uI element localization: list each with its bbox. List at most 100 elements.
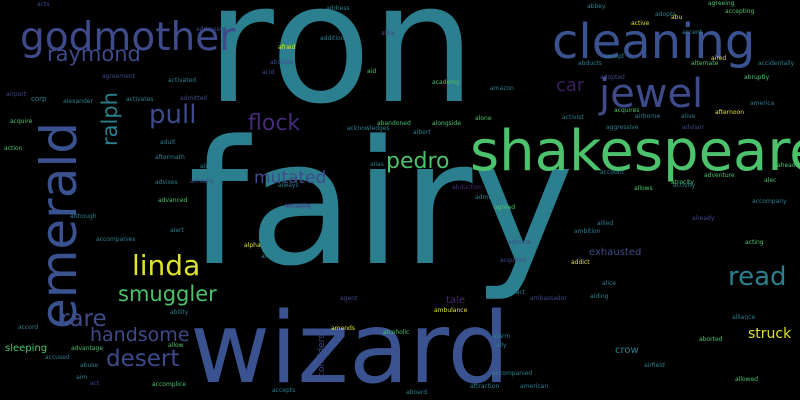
word-allied: allied (597, 220, 614, 227)
word-attract: attract (505, 289, 526, 296)
word-acting: acting (745, 239, 764, 246)
word-agent: agent (340, 295, 358, 302)
word-abruptly: abruptly (744, 74, 770, 81)
word-ron: ron (206, 0, 476, 140)
word-actually: actually (190, 178, 214, 185)
word-accidentally: accidentally (758, 60, 795, 67)
word-aftermath: aftermath (155, 154, 185, 161)
word-abbey: abbey (587, 3, 606, 10)
word-acid: acid (262, 69, 275, 76)
word-alive: alive (681, 113, 696, 120)
word-addresses: addresses (196, 26, 227, 33)
word-abduction: abduction (452, 184, 482, 191)
word-acts: acts (37, 1, 50, 8)
word-crow: crow (615, 345, 639, 356)
word-actor: actor (227, 132, 243, 139)
word-fairy: fairy (188, 103, 575, 304)
word-sleeping: sleeping (5, 343, 48, 354)
word-accompanied: accompanied (492, 370, 533, 377)
word-accusing: accusing (285, 203, 312, 210)
word-cleaning: cleaning (552, 14, 756, 70)
word-adopted: adopted (600, 74, 625, 81)
word-ally: ally (496, 342, 507, 349)
word-accompany: accompany (752, 198, 787, 205)
word-ability: ability (170, 309, 189, 316)
word-considers: considers (317, 334, 327, 377)
word-addict: addict (571, 259, 590, 266)
word-ahead: ahead (777, 162, 796, 169)
word-acknowledges: acknowledges (347, 125, 390, 132)
word-abducts: abducts (578, 60, 602, 67)
word-activity: activity (673, 182, 696, 189)
word-aggressive: aggressive (606, 124, 639, 131)
word-ambition: ambition (574, 228, 601, 235)
word-godmother: godmother (20, 15, 236, 60)
word-admiral: admiral (508, 239, 531, 246)
word-shakespeare: shakespeare (470, 119, 800, 184)
word-alcoholic: alcoholic (383, 329, 410, 336)
word-accurate: accurate (284, 202, 311, 209)
word-american: american (520, 383, 549, 390)
word-corp: corp (31, 95, 47, 103)
word-accomplice: accomplice (152, 381, 186, 388)
word-agreeing: agreeing (708, 0, 735, 7)
word-alexander: alexander (63, 98, 93, 105)
word-aboard: aboard (406, 389, 428, 396)
word-amends: amends (331, 325, 355, 332)
word-allows: allows (634, 185, 653, 192)
word-admitting: admitting (475, 194, 504, 201)
word-activated: activated (168, 77, 197, 84)
word-active: active (631, 20, 650, 27)
word-advisor: advisor (682, 124, 704, 131)
word-jewel: jewel (599, 71, 704, 117)
word-adult: adult (160, 139, 176, 146)
word-rare: rare (60, 306, 107, 332)
word-airborne: airborne (635, 113, 661, 120)
word-address: address (326, 5, 350, 12)
word-acquires: acquires (614, 107, 640, 114)
word-aged: aged (496, 206, 511, 213)
word-allow: allow (168, 342, 184, 349)
word-alibi: alibi (200, 163, 213, 170)
word-alien: alien (261, 253, 276, 260)
word-advantage: advantage (71, 345, 104, 352)
word-read: read (728, 262, 787, 292)
word-atrocity: atrocity (671, 179, 694, 186)
word-alice: alice (602, 280, 617, 287)
word-abusive: abusive (270, 59, 294, 66)
word-accept: accept (604, 53, 625, 60)
word-ralph: ralph (98, 92, 122, 146)
word-wizard: wizard (190, 292, 510, 400)
word-pedro: pedro (386, 149, 450, 174)
word-tale: tale (446, 295, 465, 306)
word-alongside: alongside (432, 120, 461, 127)
word-alias: alias (370, 161, 384, 168)
word-alliance: alliance (732, 314, 756, 321)
word-exhausted: exhausted (589, 247, 642, 258)
word-adventure: adventure (704, 172, 735, 179)
word-additional: additional (320, 35, 350, 42)
word-advises: advises (155, 179, 178, 186)
word-activist: activist (562, 114, 584, 121)
word-accepting: accepting (725, 8, 755, 15)
word-alec: alec (764, 177, 777, 184)
word-aired: aired (711, 55, 727, 62)
word-airfield: airfield (644, 362, 665, 369)
word-linda: linda (132, 249, 201, 282)
word-adopts: adopts (655, 11, 676, 18)
word-accused: accused (45, 354, 70, 361)
word-abuse: abuse (80, 362, 99, 369)
word-ambulance: ambulance (434, 307, 468, 314)
word-airport: airport (6, 91, 27, 98)
word-aborted: aborted (699, 336, 723, 343)
word-act: act (90, 380, 100, 387)
word-acquired: acquired (500, 257, 527, 264)
word-academy: academy (432, 79, 460, 86)
word-alpha: alpha (244, 242, 261, 249)
word-abandoned: abandoned (377, 120, 411, 127)
word-america: america (750, 100, 775, 107)
word-action: action (4, 145, 23, 152)
word-alone: alone (475, 115, 492, 122)
word-pull: pull (149, 100, 197, 130)
word-always: always (278, 182, 299, 189)
